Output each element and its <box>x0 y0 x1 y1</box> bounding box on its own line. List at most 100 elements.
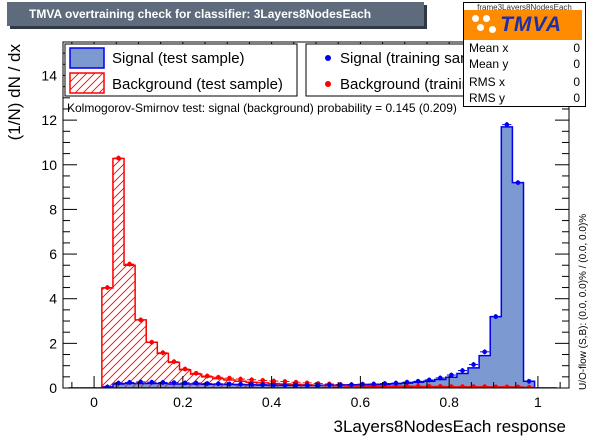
background-train-point <box>504 384 510 388</box>
background-train-point <box>227 375 232 381</box>
legend-label-signal-train: Signal (training sample) <box>340 50 498 67</box>
background-train-point <box>460 384 465 388</box>
background-train-point <box>271 378 277 384</box>
legend-box: Signal (test sample) Background (test sa… <box>64 43 298 97</box>
signal-train-point <box>149 379 155 385</box>
background-train-point <box>260 378 266 383</box>
stat-value: 0 <box>573 75 580 89</box>
signal-train-point <box>127 380 132 385</box>
background-train-point <box>149 339 155 345</box>
x-tick-label: 1 <box>534 394 542 410</box>
signal-train-point <box>526 379 532 384</box>
background-train-point <box>160 350 166 356</box>
stats-box-name: frame3Layers8NodesEach <box>477 3 572 12</box>
signal-train-point <box>238 381 243 387</box>
signal-train-point <box>515 180 521 185</box>
y-tick-label: 2 <box>49 335 57 351</box>
background-train-point <box>204 373 210 379</box>
signal-train-point <box>171 380 177 385</box>
stat-label: RMS y <box>469 91 505 105</box>
signal-train-point <box>493 314 499 319</box>
stat-row-mean-y: Mean y 0 <box>469 57 580 72</box>
background-train-point <box>437 384 443 388</box>
signal-train-point <box>426 377 432 383</box>
stat-row-rms-x: RMS x 0 <box>469 75 580 90</box>
signal-train-point <box>327 382 332 388</box>
stat-row-rms-y: RMS y 0 <box>469 91 580 106</box>
histogram-layer <box>68 122 557 388</box>
signal-train-point <box>282 382 288 388</box>
background-train-point <box>526 385 532 388</box>
y-tick-label: 14 <box>41 67 57 83</box>
x-tick-label: 0.2 <box>173 394 193 410</box>
background-train-point <box>249 377 254 383</box>
signal-train-point <box>315 382 321 388</box>
signal-train-point <box>482 349 487 355</box>
background-train-point <box>193 370 199 376</box>
background-train-point <box>171 359 177 364</box>
signal-train-point <box>393 380 399 386</box>
y-axis-label: (1/N) dN / dx <box>5 44 24 141</box>
legend-marker-background-train <box>325 81 331 87</box>
signal-train-point <box>116 380 121 386</box>
signal-train-point <box>449 372 454 378</box>
signal-train-point <box>293 382 299 388</box>
stat-value: 0 <box>573 57 580 71</box>
stat-value: 0 <box>573 91 580 105</box>
legend-label-signal-test: Signal (test sample) <box>112 50 245 67</box>
signal-train-point <box>349 382 354 387</box>
background-train-point <box>426 384 432 388</box>
signal-train-point <box>460 368 465 373</box>
signal-train-point <box>271 382 277 388</box>
stat-label: Mean y <box>469 57 509 71</box>
background-train-point <box>404 383 410 388</box>
window-title-bar: TMVA overtraining check for classifier: … <box>7 2 424 26</box>
signal-train-point <box>360 381 365 387</box>
signal-train-point <box>193 380 199 386</box>
background-train-point <box>471 384 476 388</box>
window-title: TMVA overtraining check for classifier: … <box>29 7 372 21</box>
background-train-point <box>449 384 454 388</box>
signal-train-point <box>404 379 410 385</box>
background-train-point <box>105 285 110 290</box>
stat-value: 0 <box>573 41 580 55</box>
signal-train-point <box>260 382 266 387</box>
stat-row-mean-x: Mean x 0 <box>469 41 580 56</box>
stat-label: Mean x <box>469 41 509 55</box>
y-tick-label: 6 <box>49 246 57 262</box>
legend-swatch-signal-test <box>69 47 105 69</box>
background-train-point <box>238 376 243 382</box>
y-tick-label: 0 <box>49 380 57 396</box>
signal-train-point <box>415 379 421 384</box>
background-train-point <box>216 374 221 380</box>
signal-train-point <box>338 382 343 388</box>
y-tick-label: 4 <box>49 291 57 307</box>
x-tick-label: 0 <box>90 394 98 410</box>
background-train-point <box>482 384 487 388</box>
background-train-point <box>282 379 288 384</box>
x-tick-label: 0.8 <box>439 394 459 410</box>
signal-train-point <box>182 380 188 386</box>
background-train-point <box>127 261 132 267</box>
y-tick-label: 12 <box>41 112 57 128</box>
signal-train-point <box>216 381 221 387</box>
background-train-point <box>493 384 499 388</box>
tmva-logo-text: TMVA <box>500 13 562 36</box>
signal-train-point <box>437 375 443 381</box>
legend-label-background-test: Background (test sample) <box>112 76 283 93</box>
signal-train-point <box>504 122 510 127</box>
x-tick-label: 0.6 <box>351 394 371 410</box>
stat-label: RMS x <box>469 75 505 89</box>
background-train-point <box>182 366 188 372</box>
signal-train-point <box>138 379 143 385</box>
signal-train-point <box>204 381 210 386</box>
tmva-logo: TMVA <box>464 10 582 40</box>
legend-swatch-background-test <box>69 72 105 94</box>
signal-train-point <box>304 382 310 388</box>
x-axis-label: 3Layers8NodesEach response <box>334 417 566 436</box>
x-tick-label: 0.4 <box>262 394 282 410</box>
signal-train-point <box>371 381 377 387</box>
legend-marker-signal-train <box>325 55 331 61</box>
